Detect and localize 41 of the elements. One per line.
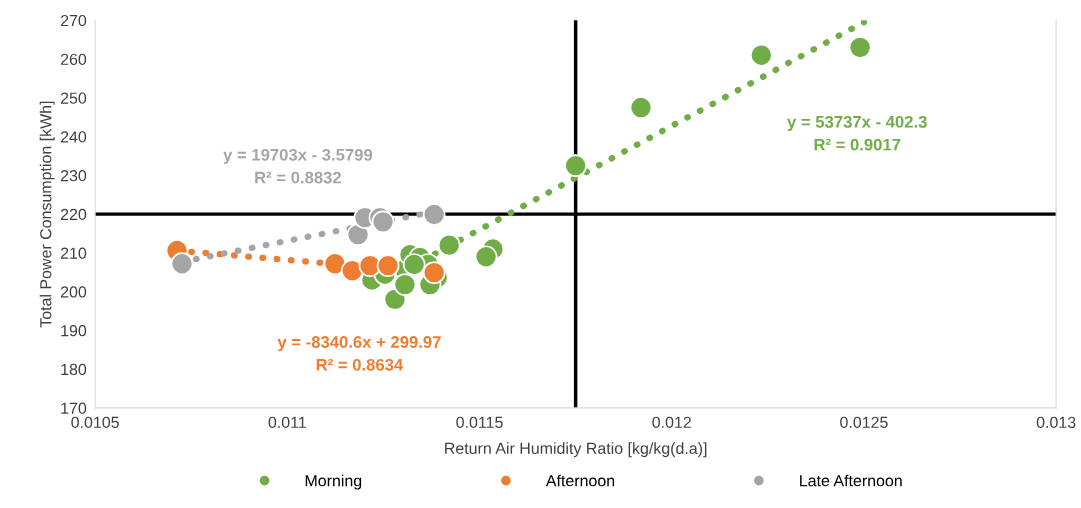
x-tick-label: 0.011	[268, 416, 306, 428]
y-tick-label: 220	[60, 208, 87, 221]
y-tick-label: 260	[60, 53, 87, 66]
legend-label: Late Afternoon	[800, 474, 902, 487]
point	[629, 96, 653, 119]
y-tick-label: 170	[61, 402, 87, 414]
point	[437, 233, 461, 257]
y-tick-label: 270	[60, 14, 87, 27]
legend-label: Morning	[305, 474, 362, 490]
point	[848, 36, 872, 59]
point	[393, 273, 417, 297]
point	[749, 43, 773, 67]
annotation: y = -8340.6x + 299.97 R² = 0.8634	[277, 336, 441, 371]
point	[402, 253, 426, 276]
y-tick-label: 210	[60, 247, 87, 259]
point	[422, 203, 446, 226]
y-tick-label: 230	[60, 170, 87, 182]
point	[474, 245, 498, 269]
y-tick-label: 250	[60, 92, 87, 104]
x-tick-label: 0.013	[1036, 416, 1076, 428]
y-tick-label: 200	[60, 286, 87, 298]
y-tick-label: 190	[61, 325, 87, 337]
point	[422, 261, 446, 285]
point	[323, 252, 347, 276]
annotation: y = 53737x - 402.3 R² = 0.9017	[787, 115, 927, 151]
x-axis-title: Return Air Humidity Ratio [kg/kg(d.a)]	[445, 442, 707, 458]
point	[340, 259, 364, 283]
x-tick-label: 0.012	[652, 416, 691, 428]
point	[170, 252, 194, 276]
point	[564, 154, 587, 178]
x-tick-label: 0.0105	[71, 416, 119, 428]
y-tick-label: 240	[60, 131, 87, 143]
annotation: y = 19703x - 3.5799 R² = 0.8832	[223, 148, 373, 184]
point	[371, 210, 395, 234]
point	[346, 223, 370, 247]
x-tick-label: 0.0115	[456, 416, 503, 428]
point	[376, 254, 400, 278]
legend-label: Afternoon	[545, 474, 615, 487]
y-axis-title: Total Power Consumption [kWh]	[39, 101, 55, 328]
x-tick-label: 0.0125	[840, 416, 888, 428]
y-tick-label: 180	[61, 363, 87, 376]
